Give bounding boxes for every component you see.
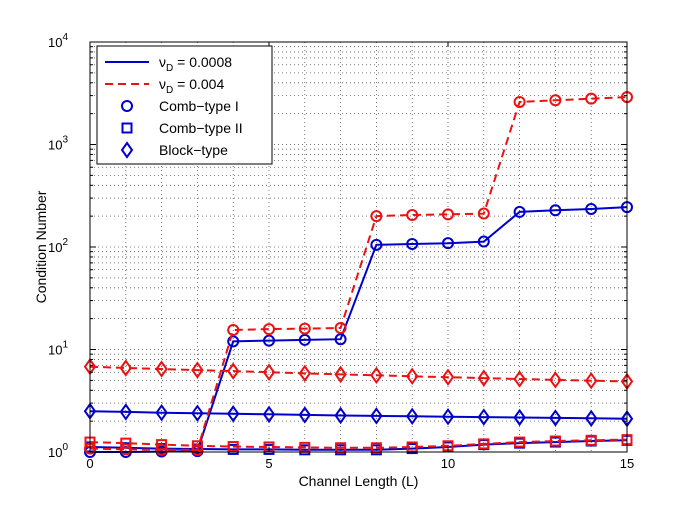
diamond-marker <box>370 366 383 385</box>
diamond-marker <box>513 408 526 427</box>
diamond-marker <box>441 407 455 426</box>
square-marker <box>406 441 418 453</box>
diamond-marker <box>584 371 598 390</box>
circle-marker <box>585 202 598 215</box>
circle-marker <box>442 237 454 250</box>
circle-marker <box>263 323 275 336</box>
series-comb-type-i-red <box>84 91 633 456</box>
series-line <box>90 206 628 453</box>
circle-marker <box>585 92 598 105</box>
diamond-marker <box>191 404 204 422</box>
diamond-marker <box>477 369 491 387</box>
y-tick-label: 100 <box>48 442 68 460</box>
circle-marker <box>513 205 526 218</box>
circle-marker <box>370 238 383 251</box>
diamond-marker <box>298 406 312 424</box>
y-axis-label: Condition Number <box>33 190 49 303</box>
diamond-marker <box>191 361 204 379</box>
circle-marker <box>334 322 347 335</box>
diamond-marker <box>226 405 240 423</box>
square-marker <box>156 439 168 451</box>
square-marker <box>585 434 597 446</box>
diamond-marker <box>513 370 526 388</box>
circle-marker <box>263 334 275 347</box>
circle-marker <box>513 95 526 108</box>
x-tick-label: 10 <box>441 456 455 471</box>
circle-marker <box>227 335 240 348</box>
circle-marker <box>227 323 240 336</box>
square-marker <box>514 436 526 448</box>
circle-marker <box>549 94 562 107</box>
diamond-marker <box>262 405 276 424</box>
diamond-marker <box>405 367 419 385</box>
legend-label: Block−type <box>159 142 228 158</box>
x-tick-label: 0 <box>86 456 93 471</box>
diamond-marker <box>155 403 168 422</box>
diamond-marker <box>441 368 455 386</box>
diamond-marker <box>119 359 133 377</box>
circle-marker <box>334 333 347 346</box>
series-line <box>89 365 628 383</box>
series-line <box>89 439 628 451</box>
diamond-marker <box>226 362 240 380</box>
diamond-marker <box>334 365 347 384</box>
diamond-marker <box>549 371 562 389</box>
series-comb-type-i-blue <box>84 201 633 458</box>
diamond-marker <box>120 141 134 159</box>
y-tick-label: 102 <box>48 237 68 255</box>
diamond-marker <box>334 406 347 425</box>
x-tick-label: 15 <box>620 456 634 471</box>
diamond-marker <box>405 407 419 426</box>
diamond-marker <box>549 409 562 427</box>
square-marker <box>120 437 132 449</box>
square-marker <box>227 441 239 453</box>
legend-label: νD = 0.0008 <box>159 54 232 74</box>
circle-marker <box>406 209 419 222</box>
legend-label: Comb−type I <box>159 98 239 114</box>
circle-marker <box>298 333 311 346</box>
diamond-marker <box>584 409 598 428</box>
square-marker <box>121 122 133 134</box>
series-block-type-red <box>83 357 634 391</box>
series-line <box>89 410 628 420</box>
square-marker <box>549 435 561 447</box>
circle-marker <box>370 210 383 223</box>
circle-marker <box>477 235 490 248</box>
x-axis-label: Channel Length (L) <box>299 473 419 489</box>
square-marker <box>191 440 203 452</box>
legend-label: νD = 0.004 <box>159 76 224 96</box>
y-tick-label: 101 <box>48 340 68 358</box>
square-marker <box>478 438 490 450</box>
legend-label: Comb−type II <box>159 120 243 136</box>
x-tick-label: 5 <box>265 456 272 471</box>
circle-marker <box>119 443 132 456</box>
diamond-marker <box>155 360 168 378</box>
diamond-marker <box>298 364 312 383</box>
circle-marker <box>298 322 311 335</box>
circle-marker <box>442 208 454 221</box>
y-tick-label: 104 <box>48 32 68 50</box>
circle-marker <box>549 204 562 217</box>
axis-ticks: 0 5 10 15 100 101 102 103 104 <box>48 32 634 471</box>
circle-marker <box>121 100 133 112</box>
series-line <box>89 438 628 449</box>
diamond-marker <box>370 407 383 425</box>
circle-marker <box>477 207 490 220</box>
diamond-marker <box>262 363 276 381</box>
diamond-marker <box>477 408 491 426</box>
circle-marker <box>406 237 419 250</box>
y-tick-label: 103 <box>48 135 68 153</box>
diamond-marker <box>119 403 133 421</box>
